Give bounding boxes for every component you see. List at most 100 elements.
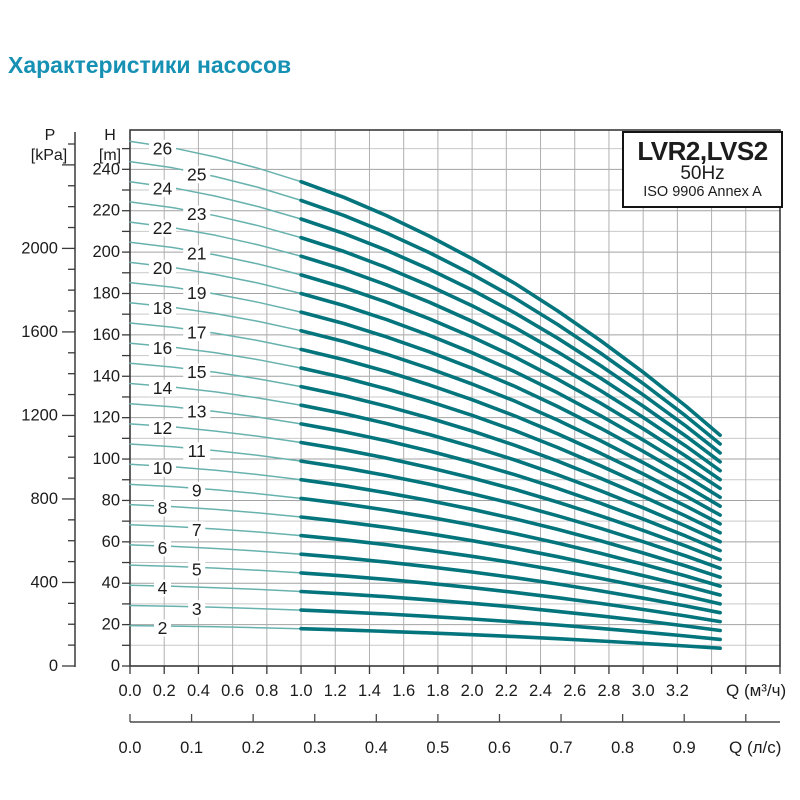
pump-curve-6-bold [299,552,722,615]
head-tick-label: 200 [92,243,120,261]
pump-curve-11-thin [129,443,302,462]
pump-curve-7-bold [299,533,722,606]
pump-curve-16-bold [299,366,722,526]
curve-label-23: 23 [187,204,206,224]
flow-tick-label: 3.0 [632,682,655,700]
flow-ls-tick-label: 0.4 [365,739,388,757]
curve-label-mask [149,299,176,317]
flow-tick-label: 1.2 [324,682,347,700]
pump-curve-12-bold [299,440,722,562]
pump-curve-5-thin [129,564,302,574]
curve-label-4: 4 [158,578,168,598]
flow-axis-label-ls: Q (л/с) [729,738,782,757]
curve-label-17: 17 [187,323,206,343]
pump-curve-25-bold [299,198,722,446]
pump-curve-20-bold [299,291,722,491]
flow-ls-tick-label: 0.1 [180,739,203,757]
curve-label-mask [183,402,211,420]
flow-tick-label: 1.0 [290,682,313,700]
flow-tick-label: 3.2 [666,682,689,700]
flow-ls-tick-label: 0.3 [303,739,326,757]
flow-tick-label: 1.8 [426,682,449,700]
curve-label-26: 26 [153,138,172,158]
pump-curve-24-bold [299,217,722,455]
curve-label-13: 13 [187,401,206,421]
head-tick-label: 160 [92,326,120,344]
pressure-tick-label: 2000 [21,239,58,257]
info-box: LVR2,LVS2 50Hz ISO 9906 Annex A [622,131,783,208]
head-axis-name: H [104,127,116,144]
flow-ls-tick-label: 0.8 [611,739,634,757]
curve-label-mask [154,539,171,557]
pump-curve-17-thin [129,322,302,351]
pump-curve-21-thin [129,241,302,276]
curve-label-10: 10 [153,458,173,478]
pump-curve-5-bold [299,571,722,624]
curve-label-mask [149,179,176,197]
curve-label-mask [154,619,171,637]
head-tick-label: 140 [92,367,120,385]
curve-label-14: 14 [153,378,173,398]
pump-curve-13-bold [299,422,722,553]
flow-ls-tick-label: 0.0 [119,739,142,757]
pressure-axis-unit: [kPa] [30,147,68,164]
curve-label-mask [183,205,211,223]
pump-curve-23-thin [129,201,302,239]
curve-label-mask [183,363,211,381]
head-tick-label: 120 [92,409,120,427]
curve-label-mask [149,139,176,157]
flow-ls-tick-label: 0.2 [242,739,265,757]
curve-label-20: 20 [153,258,173,278]
head-tick-label: 100 [92,450,120,468]
curve-label-mask [188,521,206,539]
curve-label-11: 11 [188,441,206,461]
curve-label-mask [183,166,211,184]
curve-label-7: 7 [192,520,202,540]
flow-tick-label: 0.8 [255,682,278,700]
pump-curve-26-bold [299,179,722,438]
curve-label-mask [188,600,206,618]
curve-label-24: 24 [153,178,173,198]
head-tick-label: 0 [111,657,120,675]
curve-label-3: 3 [192,599,202,619]
curve-label-19: 19 [187,283,206,303]
pressure-tick-label: 800 [30,490,58,508]
curve-label-mask [154,499,171,517]
pressure-tick-label: 1600 [21,323,58,341]
pump-curve-15-bold [299,384,722,535]
flow-axis-label-m3h: Q (м³/ч) [726,681,787,700]
curve-label-16: 16 [153,338,172,358]
flow-tick-label: 2.8 [597,682,620,700]
pump-curve-4-bold [299,589,722,633]
page-title: Характеристики насосов [8,52,292,78]
flow-tick-label: 0.0 [119,682,142,700]
curve-label-15: 15 [187,362,206,382]
flow-tick-label: 0.6 [221,682,244,700]
curve-label-mask [149,459,176,477]
pump-curve-19-thin [129,281,302,313]
flow-ls-tick-label: 0.9 [673,739,696,757]
pump-curve-9-bold [299,496,722,588]
head-tick-label: 40 [102,574,120,592]
curve-label-mask [188,481,206,499]
flow-ls-tick-label: 0.5 [426,739,449,757]
curve-label-21: 21 [187,244,206,264]
head-tick-label: 80 [102,491,120,509]
curve-label-mask [149,259,176,277]
curve-label-mask [183,324,211,342]
flow-ls-tick-label: 0.7 [550,739,573,757]
pump-curve-18-bold [299,328,722,509]
flow-ls-tick-label: 0.6 [488,739,511,757]
pump-curve-9-thin [129,483,302,500]
curve-label-9: 9 [192,480,202,500]
pump-curve-13-thin [129,402,302,425]
curve-label-18: 18 [153,298,172,318]
pump-curve-22-bold [299,254,722,473]
pump-curve-8-bold [299,515,722,597]
curve-label-6: 6 [158,538,168,558]
flow-tick-label: 2.6 [563,682,586,700]
curve-label-mask [149,419,176,437]
flow-tick-label: 1.4 [358,682,381,700]
pump-curve-25-thin [129,160,302,202]
